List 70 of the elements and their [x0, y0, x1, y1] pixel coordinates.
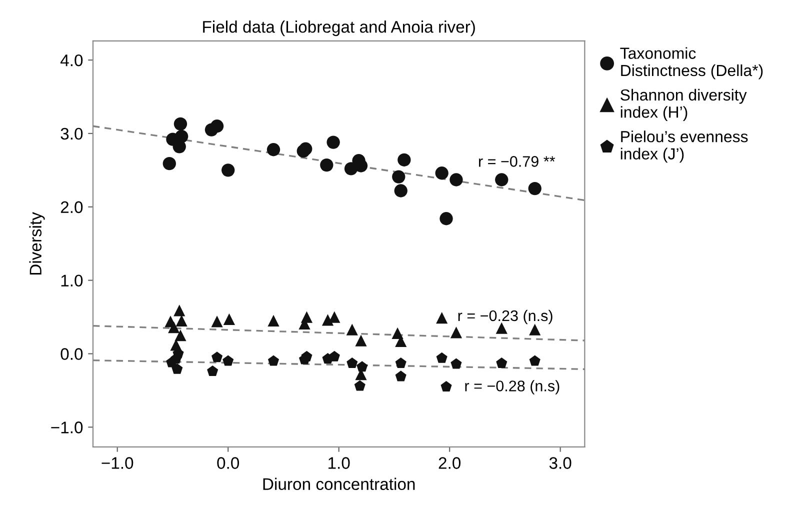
point	[176, 314, 188, 327]
point	[172, 140, 186, 154]
point	[450, 173, 463, 186]
point	[346, 324, 358, 336]
point	[268, 314, 280, 327]
point	[529, 324, 541, 336]
y-tick-label: 4.0	[60, 54, 83, 66]
point	[322, 314, 334, 326]
y-tick-label: −1.0	[51, 422, 83, 434]
x-tick-label: 0.0	[217, 457, 240, 469]
point	[207, 366, 218, 376]
annotation: r = −0.28 (n.s)	[465, 380, 560, 394]
point	[435, 166, 448, 180]
legend-label: Pielou’s evenness index (J’)	[620, 130, 748, 163]
point	[211, 316, 223, 328]
y-tick-label: 0.0	[60, 348, 83, 360]
point	[496, 357, 508, 368]
point	[296, 144, 310, 158]
y-tick-label: 2.0	[60, 201, 83, 214]
x-tick-label: −1.0	[102, 457, 134, 469]
y-axis-title: Diversity	[29, 212, 45, 275]
point	[172, 363, 183, 374]
point	[354, 380, 366, 391]
legend-label: Shannon diversity index (H’)	[620, 88, 747, 121]
point	[174, 330, 186, 342]
point	[223, 313, 236, 326]
point	[450, 358, 462, 369]
point	[222, 355, 234, 366]
point	[436, 352, 448, 363]
point	[328, 311, 340, 323]
point	[440, 212, 453, 226]
point	[450, 326, 462, 338]
point	[268, 355, 280, 366]
point	[210, 120, 224, 133]
point	[395, 357, 406, 368]
legend-label: Taxonomic Distinctness (Della*)	[620, 47, 763, 80]
point	[320, 158, 334, 172]
point	[174, 304, 186, 316]
point	[162, 156, 176, 170]
point	[168, 321, 180, 334]
chart-title: Field data (Liobregat and Anoia river)	[203, 20, 475, 36]
point	[344, 162, 358, 176]
point	[398, 153, 411, 166]
point	[356, 361, 368, 372]
x-tick-label: 3.0	[549, 457, 572, 469]
x-tick-label: 2.0	[438, 457, 461, 469]
point	[170, 353, 182, 364]
point	[355, 334, 367, 346]
point	[395, 370, 406, 382]
point	[328, 350, 340, 362]
point	[436, 312, 448, 324]
point	[496, 322, 508, 334]
point	[394, 184, 408, 198]
annotation: r = −0.23 (n.s)	[458, 310, 552, 324]
point	[440, 380, 452, 392]
annotation: r = −0.79 **	[479, 156, 556, 167]
point	[266, 143, 280, 156]
x-axis-title: Diuron concentration	[263, 478, 415, 490]
point	[495, 173, 508, 186]
point	[326, 136, 340, 149]
y-tick-label: 1.0	[61, 274, 83, 287]
point	[211, 352, 223, 362]
x-tick-label: 1.0	[328, 457, 350, 469]
point	[346, 357, 358, 368]
y-tick-label: 3.0	[60, 128, 83, 140]
point	[528, 182, 542, 196]
point	[222, 164, 235, 177]
point	[529, 355, 540, 366]
point	[392, 170, 406, 184]
point	[174, 117, 188, 131]
